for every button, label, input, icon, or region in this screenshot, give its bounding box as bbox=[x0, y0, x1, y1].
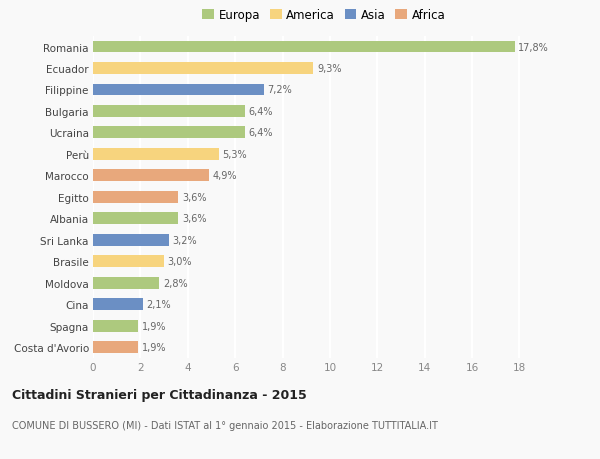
Bar bbox=[93, 170, 209, 182]
Bar bbox=[93, 341, 138, 353]
Bar bbox=[93, 320, 138, 332]
Bar bbox=[93, 149, 218, 160]
Text: 3,0%: 3,0% bbox=[167, 257, 192, 267]
Bar bbox=[93, 234, 169, 246]
Text: 2,8%: 2,8% bbox=[163, 278, 188, 288]
Bar bbox=[93, 191, 178, 203]
Text: 4,9%: 4,9% bbox=[212, 171, 237, 181]
Bar bbox=[93, 277, 160, 289]
Text: 17,8%: 17,8% bbox=[518, 42, 549, 52]
Text: 7,2%: 7,2% bbox=[267, 85, 292, 95]
Bar bbox=[93, 84, 263, 96]
Text: 6,4%: 6,4% bbox=[248, 128, 272, 138]
Text: COMUNE DI BUSSERO (MI) - Dati ISTAT al 1° gennaio 2015 - Elaborazione TUTTITALIA: COMUNE DI BUSSERO (MI) - Dati ISTAT al 1… bbox=[12, 420, 438, 430]
Bar bbox=[93, 298, 143, 310]
Text: 1,9%: 1,9% bbox=[142, 321, 166, 331]
Text: 6,4%: 6,4% bbox=[248, 106, 272, 117]
Bar bbox=[93, 213, 178, 224]
Text: 2,1%: 2,1% bbox=[146, 299, 171, 309]
Text: Cittadini Stranieri per Cittadinanza - 2015: Cittadini Stranieri per Cittadinanza - 2… bbox=[12, 388, 307, 401]
Legend: Europa, America, Asia, Africa: Europa, America, Asia, Africa bbox=[200, 7, 448, 24]
Text: 5,3%: 5,3% bbox=[222, 150, 247, 160]
Bar bbox=[93, 256, 164, 268]
Text: 1,9%: 1,9% bbox=[142, 342, 166, 353]
Bar bbox=[93, 106, 245, 118]
Text: 3,2%: 3,2% bbox=[172, 235, 197, 245]
Bar bbox=[93, 63, 313, 75]
Text: 3,6%: 3,6% bbox=[182, 214, 206, 224]
Bar bbox=[93, 127, 245, 139]
Text: 9,3%: 9,3% bbox=[317, 64, 341, 74]
Bar bbox=[93, 41, 515, 53]
Text: 3,6%: 3,6% bbox=[182, 192, 206, 202]
